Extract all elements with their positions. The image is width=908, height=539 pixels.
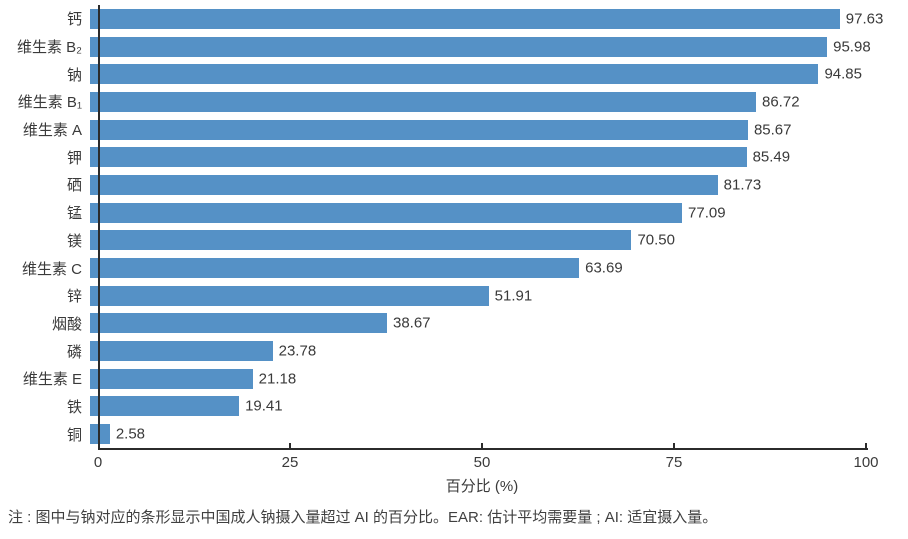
category-label: 烟酸 bbox=[51, 315, 82, 333]
value-label: 19.41 bbox=[245, 397, 283, 415]
x-axis-line bbox=[98, 448, 868, 450]
category-label: 锰 bbox=[66, 205, 82, 223]
category-label: 铜 bbox=[66, 426, 82, 444]
category-label: 镁 bbox=[66, 232, 82, 250]
x-tick-label: 0 bbox=[93, 454, 103, 471]
category-label: 维生素 E bbox=[22, 371, 82, 389]
value-label: 38.67 bbox=[392, 314, 431, 332]
value-label: 63.69 bbox=[585, 259, 623, 277]
category-label: 锌 bbox=[66, 288, 82, 306]
bar-track: 63.69 bbox=[90, 254, 896, 282]
category-label: 钙 bbox=[66, 11, 82, 29]
bar-track: 85.49 bbox=[90, 143, 896, 171]
x-axis-title: 百分比 (%) bbox=[445, 478, 519, 495]
bar-track: 86.72 bbox=[90, 88, 896, 116]
bar bbox=[90, 8, 840, 29]
bar-row: 钙 97.63 bbox=[0, 5, 896, 33]
bar bbox=[90, 313, 387, 334]
value-label: 85.49 bbox=[752, 148, 791, 166]
value-label: 77.09 bbox=[688, 204, 726, 222]
bar-row: 维生素 B₂ 95.98 bbox=[0, 33, 896, 61]
value-label: 97.63 bbox=[845, 10, 884, 28]
x-tick-label: 25 bbox=[281, 454, 299, 471]
bar bbox=[90, 258, 580, 279]
x-tick-label: 100 bbox=[853, 454, 879, 471]
value-label: 23.78 bbox=[278, 342, 317, 360]
bar-track: 38.67 bbox=[90, 310, 896, 338]
bar bbox=[90, 119, 748, 140]
value-label: 86.72 bbox=[762, 93, 800, 111]
category-label: 钠 bbox=[66, 66, 82, 84]
bar bbox=[90, 368, 253, 389]
x-tick-label: 75 bbox=[665, 454, 683, 471]
x-tick-mark bbox=[289, 443, 291, 450]
bar bbox=[90, 174, 718, 195]
bar bbox=[90, 202, 683, 223]
bar-row: 钠 94.85 bbox=[0, 60, 896, 88]
bar-row: 铜 2.58 bbox=[0, 420, 896, 448]
bar-rows: 钙 97.63 维生素 B₂ 95.98 钠 94.85 维生素 B₁ 86.72 维生素 A 8… bbox=[0, 5, 896, 448]
bar-row: 铁 19.41 bbox=[0, 393, 896, 421]
value-label: 2.58 bbox=[115, 425, 146, 443]
bar-track: 51.91 bbox=[90, 282, 896, 310]
value-label: 70.50 bbox=[637, 231, 675, 249]
bar-track: 2.58 bbox=[90, 420, 896, 448]
bar bbox=[90, 147, 747, 168]
bar-row: 维生素 B₁ 86.72 bbox=[0, 88, 896, 116]
value-label: 95.98 bbox=[833, 38, 871, 56]
bar-row: 维生素 A 85.67 bbox=[0, 116, 896, 144]
value-label: 51.91 bbox=[494, 287, 533, 305]
category-label: 硒 bbox=[66, 177, 82, 195]
category-label: 铁 bbox=[66, 398, 82, 416]
bar-track: 85.67 bbox=[90, 116, 896, 144]
x-tick-mark bbox=[673, 443, 675, 450]
bar-row: 钾 85.49 bbox=[0, 143, 896, 171]
value-label: 81.73 bbox=[723, 176, 762, 194]
bar-track: 77.09 bbox=[90, 199, 896, 227]
bar-track: 95.98 bbox=[90, 33, 896, 61]
category-label: 钾 bbox=[66, 149, 82, 167]
x-tick-mark bbox=[865, 443, 867, 450]
bar-track: 19.41 bbox=[90, 393, 896, 421]
value-label: 85.67 bbox=[753, 121, 792, 139]
bar-track: 97.63 bbox=[90, 5, 896, 33]
value-label: 21.18 bbox=[258, 370, 297, 388]
bar-row: 镁 70.50 bbox=[0, 227, 896, 255]
bar bbox=[90, 230, 632, 251]
bar-track: 94.85 bbox=[90, 60, 896, 88]
category-label: 磷 bbox=[66, 343, 82, 361]
bar-row: 锰 77.09 bbox=[0, 199, 896, 227]
bar-row: 磷 23.78 bbox=[0, 337, 896, 365]
bar-row: 维生素 E 21.18 bbox=[0, 365, 896, 393]
bar bbox=[90, 64, 819, 85]
bar-track: 23.78 bbox=[90, 337, 896, 365]
bar bbox=[90, 341, 273, 362]
bar-row: 锌 51.91 bbox=[0, 282, 896, 310]
bar bbox=[90, 285, 489, 306]
figure-footnote: 注 : 图中与钠对应的条形显示中国成人钠摄入量超过 AI 的百分比。EAR: 估… bbox=[8, 509, 718, 526]
category-label: 维生素 B₁ bbox=[17, 94, 82, 112]
bar bbox=[90, 36, 828, 57]
bar bbox=[90, 396, 240, 417]
category-label: 维生素 C bbox=[21, 260, 82, 278]
bar-track: 81.73 bbox=[90, 171, 896, 199]
category-label: 维生素 A bbox=[22, 122, 82, 140]
bar-row: 维生素 C 63.69 bbox=[0, 254, 896, 282]
x-tick-mark bbox=[481, 443, 483, 450]
category-label: 维生素 B₂ bbox=[17, 39, 82, 57]
bar-track: 21.18 bbox=[90, 365, 896, 393]
y-axis-line bbox=[98, 5, 100, 450]
bar-row: 硒 81.73 bbox=[0, 171, 896, 199]
value-label: 94.85 bbox=[824, 65, 862, 83]
bar-track: 70.50 bbox=[90, 227, 896, 255]
x-tick-label: 50 bbox=[473, 454, 491, 471]
bar bbox=[90, 91, 756, 112]
bar-row: 烟酸 38.67 bbox=[0, 310, 896, 338]
